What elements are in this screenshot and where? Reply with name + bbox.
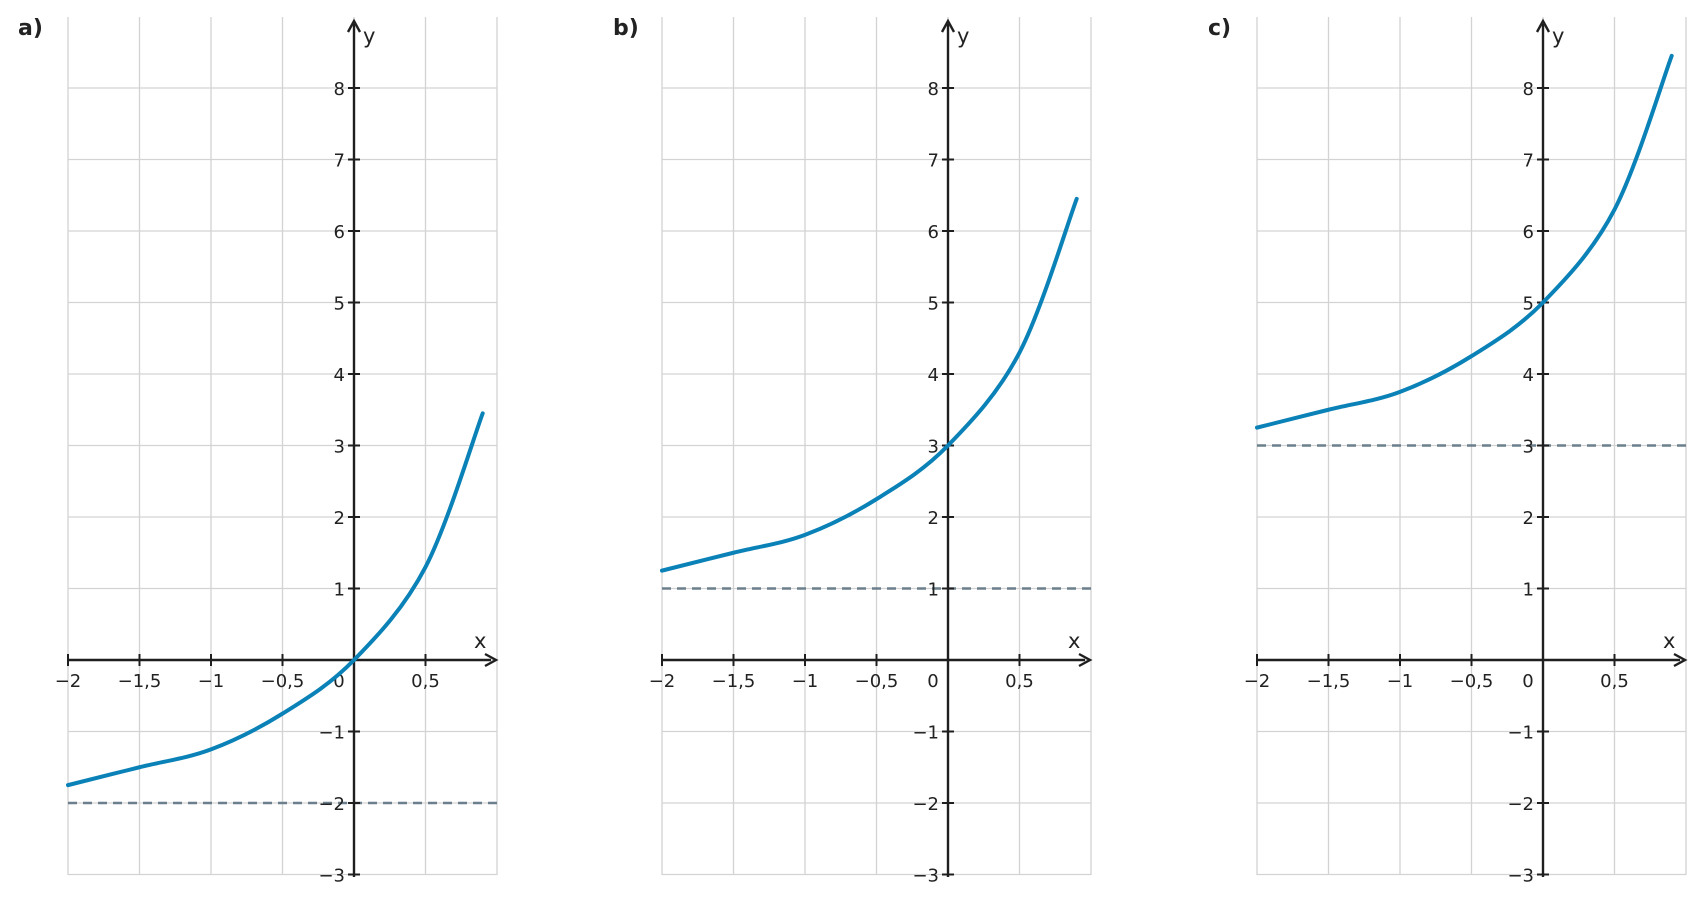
y-tick-label: 4 (334, 365, 345, 386)
y-tick-label: −2 (318, 794, 345, 815)
x-tick-label: −2 (649, 671, 676, 692)
y-tick-label: 7 (928, 151, 939, 172)
x-axis-arrow (1673, 652, 1688, 668)
y-tick-label: 8 (334, 79, 345, 100)
y-tick-label: −3 (1507, 866, 1534, 887)
y-tick-label: −3 (912, 866, 939, 887)
chart-panel-c: c) x y −2 −1,5 −1 −0,5 0 0,5 8 7 6 5 4 3 2 1 −1 −2 −3 (1208, 16, 1688, 887)
y-tick-label: −1 (318, 723, 345, 744)
panel-label: a) (18, 16, 43, 41)
x-tick-label: −2 (55, 671, 82, 692)
y-axis-arrow (1535, 18, 1551, 33)
x-tick-label: −1,5 (712, 671, 756, 692)
x-tick-label: 0 (1522, 671, 1533, 692)
chart-panel-a: a) x y −2 −1,5 −1 −0,5 0 0,5 8 7 6 5 4 3 2 1 −1 −2 −3 (18, 16, 499, 887)
y-tick-label: 4 (1523, 365, 1534, 386)
function-curve (66, 411, 485, 788)
function-curve (660, 196, 1079, 573)
y-axis-label: y (1552, 24, 1564, 48)
y-tick-label: 4 (928, 365, 939, 386)
y-tick-label: −2 (1507, 794, 1534, 815)
panel-label: b) (613, 16, 639, 41)
x-tick-label: −0,5 (1450, 671, 1494, 692)
y-tick-label: −3 (318, 866, 345, 887)
y-tick-label: 5 (1523, 294, 1534, 315)
chart-panel-b: b) x y −2 −1,5 −1 −0,5 0 0,5 8 7 6 5 4 3 2 1 −1 −2 −3 (613, 16, 1093, 887)
y-tick-label: 3 (928, 437, 939, 458)
x-axis-label: x (474, 629, 486, 653)
y-tick-label: 1 (928, 580, 939, 601)
y-axis-arrow (346, 18, 362, 33)
y-tick-label: 8 (928, 79, 939, 100)
y-tick-label: 7 (334, 151, 345, 172)
y-tick-label: 7 (1523, 151, 1534, 172)
y-tick-label: 3 (1523, 437, 1534, 458)
x-tick-label: 0 (927, 671, 938, 692)
y-tick-label: 5 (928, 294, 939, 315)
y-tick-label: −1 (1507, 723, 1534, 744)
x-tick-label: −1 (792, 671, 819, 692)
y-tick-label: 2 (334, 508, 345, 529)
x-tick-label: −1,5 (118, 671, 162, 692)
y-tick-label: 6 (1523, 222, 1534, 243)
x-axis-label: x (1068, 629, 1080, 653)
x-tick-label: −1,5 (1307, 671, 1351, 692)
panel-label: c) (1208, 16, 1231, 41)
y-axis-label: y (363, 24, 375, 48)
x-tick-label: 0,5 (1005, 671, 1034, 692)
y-tick-label: −1 (912, 723, 939, 744)
x-axis-arrow (484, 652, 499, 668)
x-tick-label: −0,5 (261, 671, 305, 692)
y-tick-label: 1 (1523, 580, 1534, 601)
x-tick-label: −0,5 (855, 671, 899, 692)
y-tick-label: 6 (334, 222, 345, 243)
y-tick-label: 8 (1523, 79, 1534, 100)
y-tick-label: −2 (912, 794, 939, 815)
x-axis-arrow (1078, 652, 1093, 668)
x-axis-label: x (1663, 629, 1675, 653)
x-tick-label: 0,5 (411, 671, 440, 692)
x-tick-label: 0 (333, 671, 344, 692)
y-tick-label: 5 (334, 294, 345, 315)
function-curve (1255, 53, 1674, 430)
y-tick-label: 2 (1523, 508, 1534, 529)
y-axis-arrow (940, 18, 956, 33)
y-tick-label: 6 (928, 222, 939, 243)
x-tick-label: 0,5 (1600, 671, 1629, 692)
x-tick-label: −1 (198, 671, 225, 692)
x-tick-label: −2 (1244, 671, 1271, 692)
y-tick-label: 1 (334, 580, 345, 601)
y-tick-label: 3 (334, 437, 345, 458)
x-tick-label: −1 (1387, 671, 1414, 692)
y-tick-label: 2 (928, 508, 939, 529)
y-axis-label: y (957, 24, 969, 48)
